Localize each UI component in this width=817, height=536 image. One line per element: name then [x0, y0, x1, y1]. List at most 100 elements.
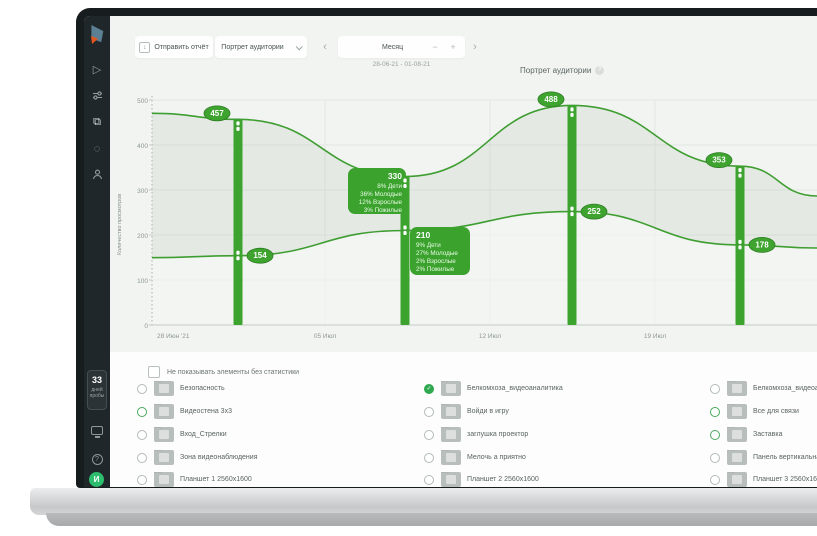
item-label: Войди в игру	[467, 408, 509, 415]
main-area: ↓ Отправить отчёт Портрет аудитории ‹ Ме…	[110, 16, 817, 487]
list-item[interactable]: заглушка проектор	[424, 427, 704, 442]
item-checkbox[interactable]	[710, 406, 720, 417]
send-report-label: Отправить отчёт	[154, 43, 209, 51]
item-checkbox[interactable]	[137, 406, 147, 417]
chart-tooltip	[348, 168, 406, 214]
period-minus-button[interactable]: −	[432, 42, 438, 52]
chart-title: Портрет аудитории ?	[520, 66, 605, 75]
svg-text:0: 0	[144, 323, 148, 330]
item-checkbox[interactable]	[137, 474, 147, 485]
svg-text:252: 252	[587, 207, 601, 216]
dashed-circle-icon[interactable]: ◌	[93, 143, 101, 155]
avatar[interactable]: И	[89, 472, 104, 487]
item-checkbox[interactable]	[137, 383, 147, 394]
svg-text:05 Июл: 05 Июл	[314, 333, 336, 340]
list-item[interactable]: Безопасность	[137, 381, 417, 396]
item-label: Все для связи	[753, 408, 799, 415]
question-icon: ?	[91, 454, 103, 465]
play-icon[interactable]: ▷	[92, 64, 102, 76]
folder-icon	[154, 404, 174, 419]
svg-text:28 Июн '21: 28 Июн '21	[157, 333, 190, 340]
svg-text:19 Июл: 19 Июл	[644, 333, 666, 340]
item-label: Безопасность	[180, 385, 225, 392]
date-range: 28-06-21 - 01-08-21	[372, 61, 431, 68]
item-checkbox[interactable]	[137, 429, 147, 440]
data-point-label	[705, 152, 733, 169]
trial-caption: дней пробы	[89, 387, 105, 399]
list-item[interactable]: Планшет 3 2560x1600	[710, 472, 817, 487]
folder-icon	[154, 450, 174, 465]
list-item[interactable]: Белкомхоза_видеоаналитика	[710, 381, 817, 396]
item-label: Зона видеонаблюдения	[180, 454, 258, 461]
list-item[interactable]: Все для связи	[710, 404, 817, 419]
item-label: заглушка проектор	[467, 431, 529, 438]
svg-text:9% Дети: 9% Дети	[416, 242, 441, 249]
list-item[interactable]: ✓ Белкомхоза_видеоаналитика	[424, 381, 704, 396]
app-screen: ↓ Отправить отчёт Портрет аудитории ‹ Ме…	[84, 16, 817, 487]
list-item[interactable]: Заставка	[710, 427, 817, 442]
trial-days: 33	[91, 375, 102, 385]
folder-icon	[727, 404, 747, 419]
period-plus-button[interactable]: +	[450, 42, 456, 52]
svg-text:12% Взрослые: 12% Взрослые	[359, 199, 403, 206]
checkbox-icon[interactable]	[148, 366, 160, 378]
display-icon[interactable]	[84, 426, 110, 442]
report-type-select[interactable]: Портрет аудитории	[215, 36, 307, 58]
folder-icon	[154, 472, 174, 487]
svg-text:457: 457	[210, 109, 224, 118]
app-logo[interactable]	[90, 25, 104, 47]
upper-line	[151, 104, 817, 197]
list-item[interactable]: Войди в игру	[424, 404, 704, 419]
svg-text:353: 353	[712, 156, 726, 165]
item-checkbox[interactable]	[710, 474, 720, 485]
logo-accent	[91, 36, 98, 44]
user-icon[interactable]	[84, 169, 110, 185]
help-icon[interactable]: ?	[84, 452, 110, 468]
report-type-value: Портрет аудитории	[221, 43, 284, 51]
folder-icon	[441, 427, 461, 442]
export-report-icon: ↓	[139, 41, 151, 53]
svg-text:488: 488	[544, 95, 558, 104]
list-item[interactable]: Панель вертикальная внутр	[710, 450, 817, 465]
item-checkbox[interactable]	[137, 452, 147, 463]
sliders-icon[interactable]	[84, 90, 110, 106]
svg-text:100: 100	[137, 278, 148, 285]
list-item[interactable]: Планшет 2 2560x1600	[424, 472, 704, 487]
documents-icon[interactable]: ⧉	[93, 116, 101, 128]
item-label: Планшет 2 2560x1600	[467, 476, 539, 483]
folder-icon	[154, 427, 174, 442]
send-report-button[interactable]: ↓ Отправить отчёт	[135, 36, 213, 58]
svg-text:210: 210	[416, 230, 430, 240]
svg-text:2% Взрослые: 2% Взрослые	[416, 258, 456, 265]
svg-text:12 Июл: 12 Июл	[479, 333, 501, 340]
item-label: Планшет 1 2560x1600	[180, 476, 252, 483]
list-item[interactable]: Планшет 1 2560x1600	[137, 472, 417, 487]
prev-period-button[interactable]: ‹	[323, 41, 327, 53]
list-item[interactable]: Зона видеонаблюдения	[137, 450, 417, 465]
item-checkbox[interactable]	[710, 383, 720, 394]
trial-badge[interactable]: 33 дней пробы	[87, 370, 107, 410]
folder-icon	[441, 472, 461, 487]
folder-icon	[727, 381, 747, 396]
item-checkbox[interactable]	[424, 406, 434, 417]
item-checkbox[interactable]	[710, 429, 720, 440]
period-value: Месяц	[382, 43, 404, 51]
next-period-button[interactable]: ›	[473, 41, 477, 53]
list-item[interactable]: Мелочь а приятно	[424, 450, 704, 465]
item-checkbox[interactable]	[710, 452, 720, 463]
item-checkbox[interactable]: ✓	[424, 383, 434, 394]
item-checkbox[interactable]	[424, 452, 434, 463]
item-checkbox[interactable]	[424, 474, 434, 485]
list-item[interactable]: Видеостена 3x3	[137, 404, 417, 419]
checkbox-label: Не показывать элементы без статистики	[167, 368, 300, 376]
list-item[interactable]: Вход_Стрелки	[137, 427, 417, 442]
folder-icon	[727, 427, 747, 442]
info-icon[interactable]: ?	[595, 66, 605, 75]
chart-bar[interactable]	[400, 176, 410, 326]
chart-bar[interactable]	[233, 119, 243, 325]
item-checkbox[interactable]	[424, 429, 434, 440]
hide-without-stats-checkbox[interactable]: Не показывать элементы без статистики	[148, 366, 299, 378]
period-select[interactable]: Месяц − +	[338, 36, 465, 58]
folder-icon	[727, 472, 747, 487]
